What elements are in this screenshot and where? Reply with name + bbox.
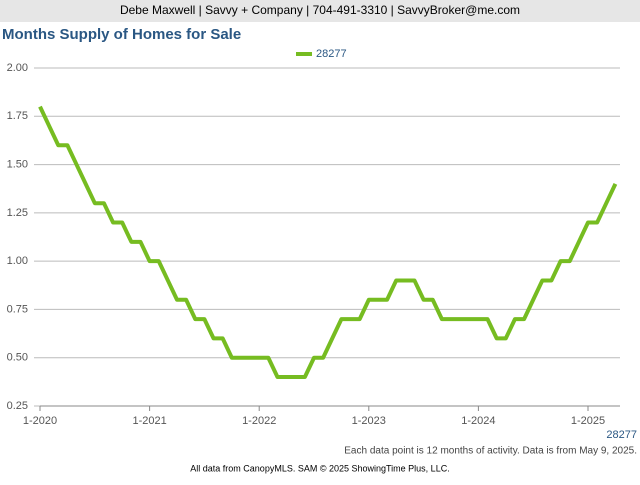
y-tick-label: 1.25 bbox=[7, 207, 28, 219]
x-tick-label: 1-2023 bbox=[352, 415, 386, 427]
x-tick-label: 1-2025 bbox=[571, 415, 605, 427]
x-tick-label: 1-2020 bbox=[23, 415, 57, 427]
y-tick-label: 1.00 bbox=[7, 255, 28, 267]
x-tick-label: 1-2024 bbox=[461, 415, 495, 427]
x-axis-label: 28277 bbox=[606, 429, 637, 441]
y-tick-label: 1.75 bbox=[7, 110, 28, 122]
footer: All data from CanopyMLS. SAM © 2025 Show… bbox=[190, 463, 449, 473]
y-tick-label: 0.25 bbox=[7, 400, 28, 412]
y-tick-label: 2.00 bbox=[7, 62, 28, 74]
y-tick-label: 0.50 bbox=[7, 352, 28, 364]
x-tick-label: 1-2022 bbox=[242, 415, 276, 427]
y-tick-label: 1.50 bbox=[7, 158, 28, 170]
line bbox=[38, 105, 618, 380]
chart-title: Months Supply of Homes for Sale bbox=[2, 26, 241, 43]
header-bar bbox=[0, 0, 640, 22]
x-tick-label: 1-2021 bbox=[132, 415, 166, 427]
header: Debe Maxwell | Savvy + Company | 704-491… bbox=[120, 3, 520, 17]
note: Each data point is 12 months of activity… bbox=[344, 446, 637, 457]
legend-label: 28277 bbox=[316, 48, 347, 60]
y-tick-label: 0.75 bbox=[7, 303, 28, 315]
